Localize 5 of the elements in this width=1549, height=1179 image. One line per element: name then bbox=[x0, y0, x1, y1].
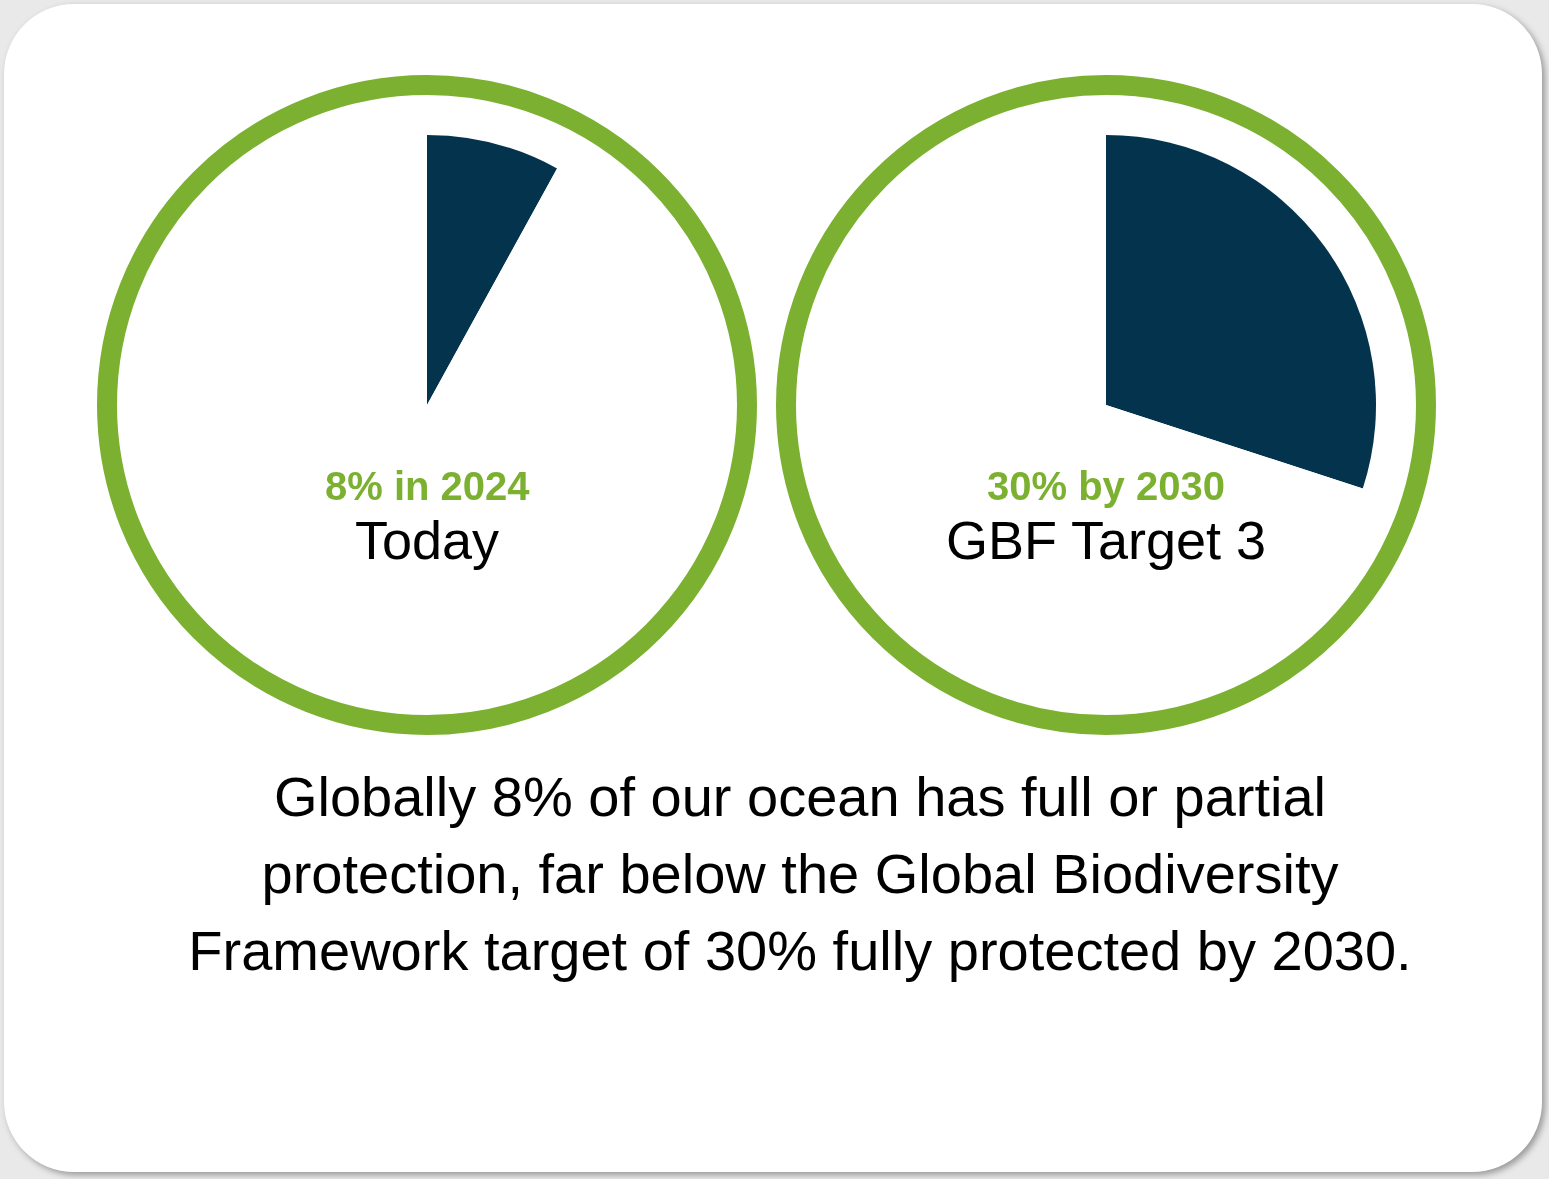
text: 30% by 2030 bbox=[987, 464, 1225, 508]
text: Globally 8% of our ocean has full or partial protection, far below the Global Biodiversity Framework target of 30% fully protected by 2030. bbox=[187, 764, 1413, 984]
text: Today bbox=[355, 510, 500, 570]
text: 8% in 2024 bbox=[325, 464, 531, 508]
text: GBF Target 3 bbox=[946, 510, 1267, 570]
